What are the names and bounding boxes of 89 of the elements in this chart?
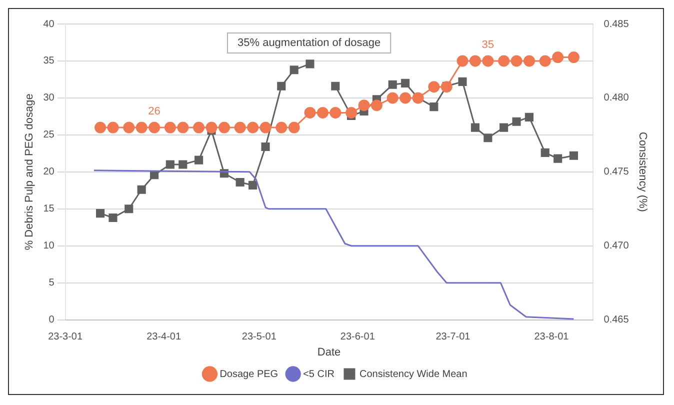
point	[456, 55, 468, 67]
point	[330, 106, 342, 118]
x-tick-label: 23-3-01	[48, 332, 83, 343]
point	[430, 102, 438, 112]
x-tick-label: 23-6-01	[340, 332, 376, 343]
point	[554, 154, 562, 163]
point	[568, 52, 580, 64]
point	[458, 77, 467, 86]
y-axis-title: % Debris Pulp and PEG dosage	[24, 94, 36, 250]
point	[234, 122, 246, 134]
point	[166, 160, 174, 169]
y2-tick-label: 0.480	[604, 92, 630, 104]
point	[288, 122, 300, 134]
point	[539, 55, 551, 67]
point	[148, 122, 160, 134]
point	[178, 160, 188, 169]
point	[136, 122, 148, 134]
point	[108, 213, 118, 222]
y-tick-label: 30	[43, 92, 55, 104]
point	[386, 92, 398, 104]
point	[137, 185, 146, 194]
point	[401, 78, 410, 88]
point	[428, 81, 440, 93]
y-tick-label: 20	[43, 166, 55, 178]
point	[236, 178, 244, 187]
point	[277, 82, 286, 90]
point	[388, 80, 397, 89]
point	[400, 92, 412, 104]
point	[540, 148, 550, 157]
point	[124, 204, 134, 214]
point	[96, 209, 105, 218]
point	[569, 151, 578, 160]
point	[261, 142, 270, 152]
annotation: 35	[482, 39, 494, 52]
point	[290, 66, 298, 74]
point	[194, 156, 204, 164]
point	[484, 134, 492, 142]
annotation: 35% augmentation of dosage	[237, 37, 381, 50]
point	[510, 55, 522, 67]
point	[193, 122, 205, 134]
point	[206, 122, 218, 134]
point	[107, 122, 119, 134]
point	[500, 123, 508, 132]
point	[552, 52, 564, 64]
y2-tick-label: 0.465	[604, 314, 630, 326]
y2-tick-label: 0.485	[604, 18, 630, 30]
point	[370, 100, 382, 112]
y-tick-label: 15	[43, 204, 55, 215]
point	[164, 122, 176, 134]
y-tick-label: 0	[48, 314, 55, 326]
point	[177, 122, 189, 134]
x-axis-title: Date	[317, 346, 341, 358]
y-tick-label: 25	[43, 130, 55, 141]
y2-tick-label: 0.470	[604, 240, 630, 252]
y2-axis-title: Consistency (%)	[636, 132, 648, 212]
point	[512, 117, 521, 126]
y-tick-label: 5	[48, 278, 55, 289]
point	[523, 55, 535, 67]
point	[358, 100, 370, 112]
point	[218, 122, 230, 134]
point	[248, 180, 258, 190]
legend-label: Dosage PEG	[220, 368, 278, 380]
point	[94, 122, 106, 134]
point	[331, 82, 340, 90]
y2-tick-label: 0.475	[604, 166, 630, 178]
point	[346, 106, 358, 118]
legend-label: Consistency Wide Mean	[359, 368, 468, 380]
annotation: 26	[148, 106, 160, 118]
point	[260, 122, 272, 134]
point	[306, 60, 314, 68]
y-tick-label: 10	[43, 240, 55, 252]
point	[123, 122, 135, 134]
point	[524, 112, 534, 122]
y-tick-label: 35	[43, 56, 55, 67]
y-tick-label: 40	[43, 18, 55, 30]
x-tick-label: 23-5-01	[242, 332, 277, 343]
point	[304, 106, 316, 118]
point	[440, 81, 452, 93]
legend-label: <5 CIR	[303, 368, 334, 380]
point	[316, 106, 328, 118]
point	[276, 122, 288, 134]
point	[470, 123, 480, 132]
point	[498, 55, 510, 67]
x-tick-label: 23-8-01	[534, 332, 570, 343]
point	[482, 55, 494, 67]
x-tick-label: 23-4-01	[146, 332, 182, 343]
point	[247, 122, 259, 134]
point	[469, 55, 481, 67]
x-tick-label: 23-7-01	[436, 332, 471, 343]
